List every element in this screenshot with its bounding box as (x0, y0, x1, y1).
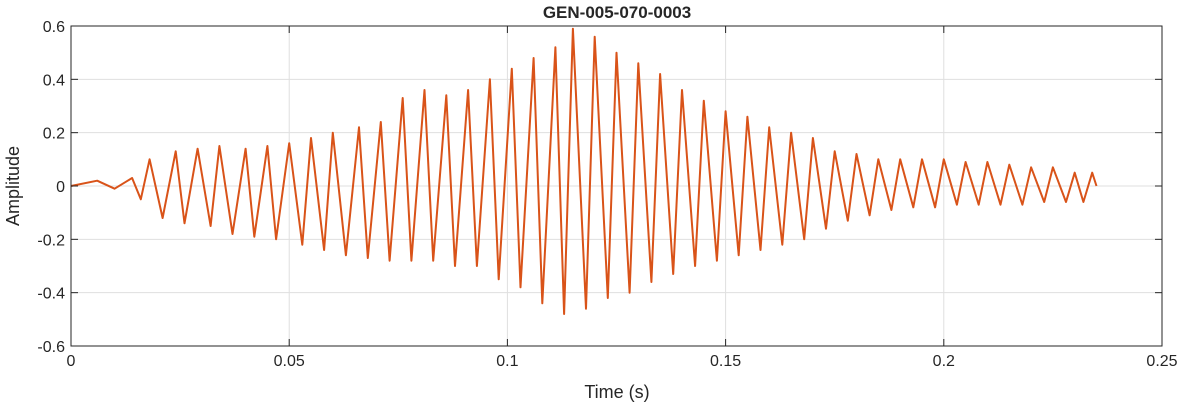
y-tick-label: 0.2 (43, 126, 65, 143)
x-tick-label: 0.2 (933, 353, 955, 370)
series-line (70, 27, 1098, 315)
y-tick-label: -0.2 (37, 232, 65, 249)
y-tick-label: 0 (56, 179, 65, 196)
series-layer (70, 27, 1098, 315)
x-axis-label: Time (s) (584, 382, 649, 402)
x-tick-label: 0.25 (1146, 353, 1177, 370)
x-tick-label: 0.05 (274, 353, 305, 370)
axis-ticks: 0 0.05 0.1 0.15 0.2 0.25 -0.6 -0.4 -0.2 0 0.2 0.4 0.… (37, 19, 1177, 370)
x-tick-label: 0.15 (710, 353, 741, 370)
y-tick-label: 0.4 (43, 72, 65, 89)
y-tick-label: 0.6 (43, 19, 65, 36)
y-tick-label: -0.4 (37, 286, 65, 303)
x-tick-label: 0.1 (496, 353, 518, 370)
chart-title: GEN-005-070-0003 (543, 3, 691, 22)
y-axis-label: Amplitude (3, 146, 23, 226)
y-tick-label: -0.6 (37, 339, 65, 356)
x-tick-label: 0 (67, 353, 76, 370)
